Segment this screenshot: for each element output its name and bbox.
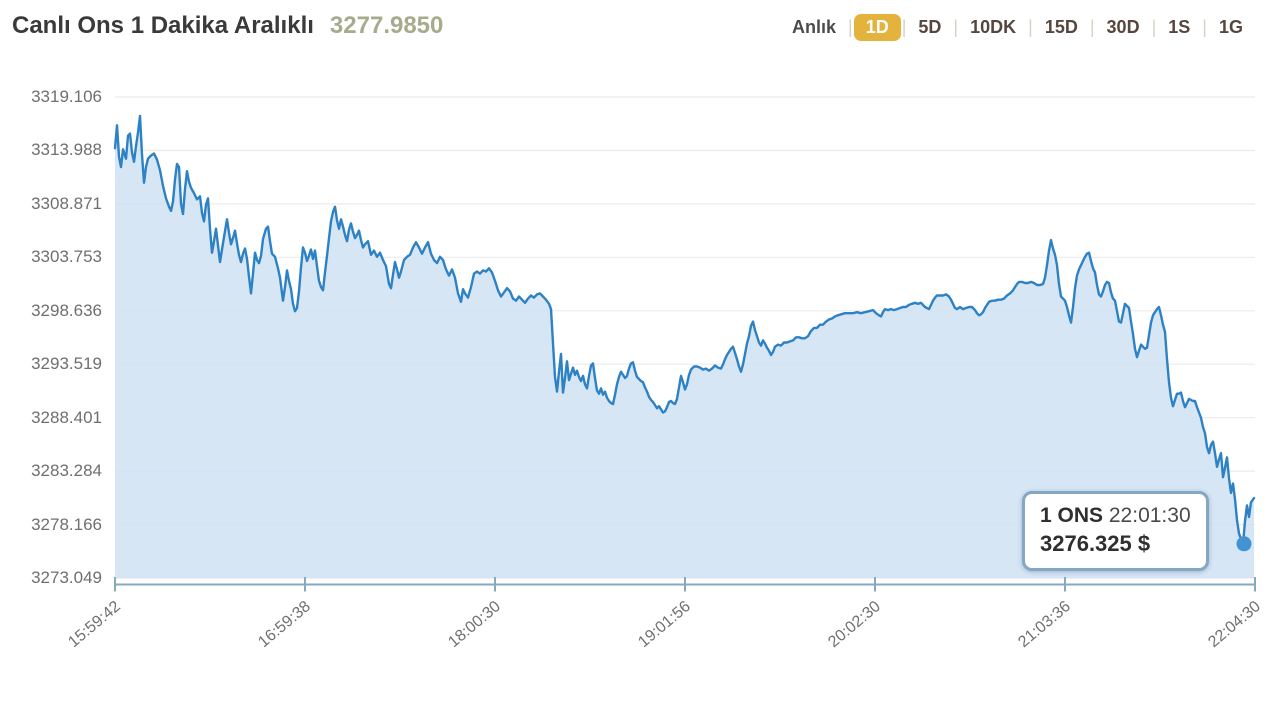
y-axis-tick-label: 3308.871	[31, 193, 102, 213]
tab-separator: |	[953, 17, 959, 37]
tooltip-price: 3276.325 $	[1040, 531, 1151, 557]
timeframe-tabs: Anlık | 1D | 5D | 10DK | 15D | 30D | 1S | 1G	[781, 14, 1254, 41]
price-line	[113, 114, 1256, 546]
y-axis-tick-label: 3293.519	[31, 354, 102, 374]
y-axis-tick-label: 3303.753	[31, 247, 102, 267]
y-axis-tick-label: 3298.636	[31, 300, 102, 320]
tab-15d[interactable]: 15D	[1044, 17, 1078, 37]
tab-1g[interactable]: 1G	[1218, 17, 1243, 37]
tooltip-time: 22:01:30	[1108, 504, 1191, 527]
tooltip-unit-label: 1 ONS	[1040, 504, 1104, 527]
price-tooltip: 1 ONS 22:01:30 3276.325 $	[1022, 491, 1209, 571]
tab-separator: |	[901, 17, 907, 37]
tab-anlık[interactable]: Anlık	[792, 17, 837, 37]
y-axis-tick-label: 3283.284	[31, 461, 102, 481]
tab-separator: |	[1202, 17, 1207, 37]
tab-separator: |	[1028, 17, 1033, 37]
price-area-fill	[115, 115, 1254, 579]
tooltip-line1: 1 ONS 22:01:30	[1040, 502, 1191, 529]
last-price-dot[interactable]	[1236, 536, 1252, 552]
chart-header: Canlı Ons 1 Dakika Aralıklı 3277.9850	[12, 12, 443, 40]
y-axis-tick-label: 3278.166	[31, 514, 102, 534]
tab-30d[interactable]: 30D	[1106, 17, 1140, 37]
page-title: Canlı Ons 1 Dakika Aralıklı	[12, 12, 314, 39]
tab-1s[interactable]: 1S	[1168, 17, 1191, 37]
y-axis-tick-label: 3273.049	[31, 568, 102, 587]
current-price: 3277.9850	[329, 12, 444, 39]
tab-separator: |	[1151, 17, 1157, 37]
y-axis-tick-label: 3288.401	[31, 407, 102, 427]
tab-5d[interactable]: 5D	[918, 17, 942, 37]
tab-separator: |	[1089, 17, 1095, 37]
tab-1d[interactable]: 1D	[853, 14, 901, 41]
y-axis-tick-label: 3319.106	[31, 87, 102, 106]
y-axis-tick-label: 3313.988	[31, 140, 102, 160]
tab-10dk[interactable]: 10DK	[970, 17, 1017, 37]
tab-separator: |	[848, 17, 853, 37]
